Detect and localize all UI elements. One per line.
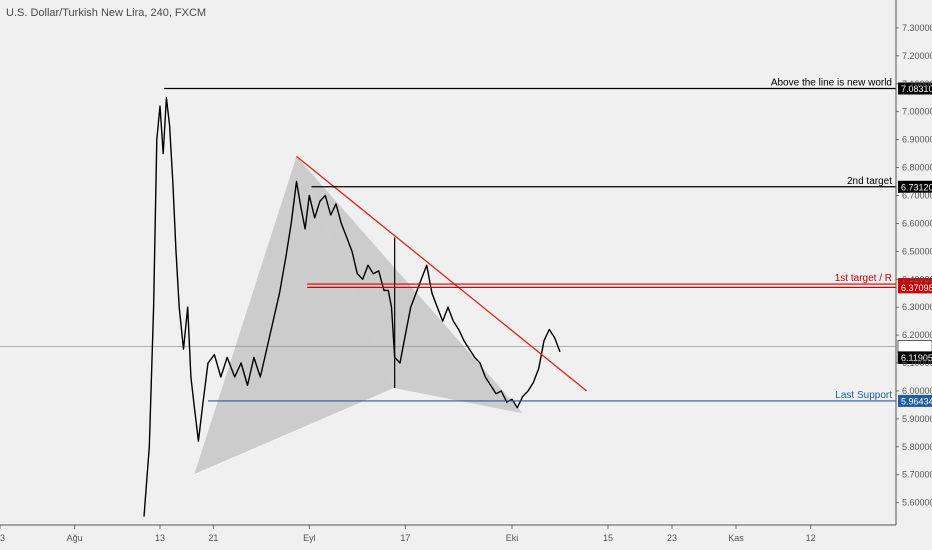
level-label: Above the line is new world: [771, 77, 892, 88]
price-badge: 6.11905: [897, 351, 932, 365]
y-tick-label: 5.70000: [902, 470, 932, 480]
y-tick-label: 6.10000: [902, 358, 932, 368]
y-tick-label: 7.30000: [902, 23, 932, 33]
horizontal-levels-layer: Above the line is new world 7.08310 2nd ta…: [164, 77, 932, 407]
price-badge-bg: [898, 82, 932, 95]
y-tick-label: 6.60000: [902, 218, 932, 228]
price-badge-text: 6.11905: [901, 353, 932, 363]
y-tick-label: 7.20000: [902, 51, 932, 61]
price-badge-bg: [898, 180, 932, 193]
pattern-bcd-triangle: [296, 156, 523, 414]
y-tick-label: 6.00000: [902, 386, 932, 396]
price-badge: 6.15865: [897, 340, 932, 353]
y-tick-label: 7.00000: [902, 107, 932, 117]
harmonic-pattern-layer: [0, 156, 896, 476]
price-badge-text: 7.08310: [901, 84, 932, 94]
price-badge-text: 5.96434: [901, 396, 932, 406]
price-badge: 6.73120: [898, 180, 932, 193]
price-badge-bg: [897, 351, 932, 365]
x-tick-label: 21: [208, 533, 218, 543]
y-tick-label: 6.80000: [902, 163, 932, 173]
price-badge: 5.96434: [898, 394, 932, 407]
x-tick-label: 17: [400, 533, 410, 543]
level-label: Last Support: [835, 390, 892, 401]
x-tick-label: 15: [603, 533, 613, 543]
price-badge-text: 6.73120: [901, 182, 932, 192]
x-tick-label: 13: [155, 533, 165, 543]
price-badge: 7.08310: [898, 82, 932, 95]
price-badge-text: 6.15865: [901, 342, 932, 352]
y-tick-label: 6.30000: [902, 302, 932, 312]
y-tick-label: 6.20000: [902, 330, 932, 340]
x-tick-label: Eyl: [303, 533, 316, 543]
price-badge-bg: [898, 394, 932, 407]
x-tick-label: 23: [667, 533, 677, 543]
x-tick-label: Eki: [506, 533, 519, 543]
y-tick-label: 7.10000: [902, 79, 932, 89]
price-badge-text: 6.37098: [901, 283, 932, 293]
x-tick-label: 12: [806, 533, 816, 543]
pattern-xab-triangle: [194, 156, 395, 475]
pattern-inner-edge: [193, 387, 395, 476]
price-badge-bg: [898, 281, 932, 294]
price-badge: 6.37098: [898, 281, 932, 294]
x-tick-label: Kas: [728, 533, 744, 543]
y-tick-label: 5.80000: [902, 442, 932, 452]
y-tick-label: 6.50000: [902, 246, 932, 256]
level-label: 1st target / R: [835, 273, 892, 284]
downtrend-line[interactable]: [296, 155, 588, 392]
price-series-layer: [143, 96, 588, 517]
y-tick-label: 6.70000: [902, 190, 932, 200]
level-label: 2nd target: [847, 176, 892, 187]
y-tick-label: 5.60000: [902, 498, 932, 508]
y-tick-label: 6.90000: [902, 135, 932, 145]
x-tick-label: 23: [0, 533, 5, 543]
y-tick-label: 5.90000: [902, 414, 932, 424]
chart-title: U.S. Dollar/Turkish New Lira, 240, FXCM: [6, 7, 206, 19]
y-tick-label: 6.40000: [902, 274, 932, 284]
price-series-line[interactable]: [143, 96, 561, 517]
x-tick-label: Ağu: [67, 533, 83, 543]
